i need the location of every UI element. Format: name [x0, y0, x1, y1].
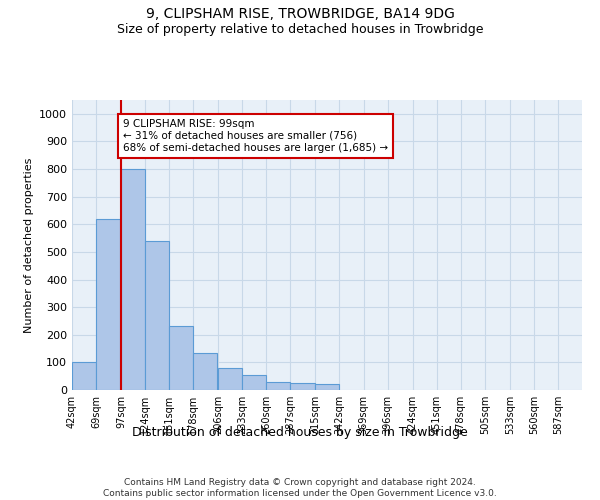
Bar: [169, 326, 193, 390]
Bar: [72, 362, 96, 390]
Bar: [145, 241, 169, 390]
Text: 9 CLIPSHAM RISE: 99sqm
← 31% of detached houses are smaller (756)
68% of semi-de: 9 CLIPSHAM RISE: 99sqm ← 31% of detached…: [123, 120, 388, 152]
Y-axis label: Number of detached properties: Number of detached properties: [23, 158, 34, 332]
Bar: [316, 384, 340, 390]
Text: Size of property relative to detached houses in Trowbridge: Size of property relative to detached ho…: [117, 22, 483, 36]
Text: Distribution of detached houses by size in Trowbridge: Distribution of detached houses by size …: [132, 426, 468, 439]
Bar: [290, 383, 314, 390]
Bar: [193, 352, 217, 390]
Bar: [121, 169, 145, 390]
Bar: [242, 375, 266, 390]
Bar: [266, 382, 290, 390]
Bar: [218, 368, 242, 390]
Bar: [96, 219, 120, 390]
Text: Contains HM Land Registry data © Crown copyright and database right 2024.
Contai: Contains HM Land Registry data © Crown c…: [103, 478, 497, 498]
Text: 9, CLIPSHAM RISE, TROWBRIDGE, BA14 9DG: 9, CLIPSHAM RISE, TROWBRIDGE, BA14 9DG: [146, 8, 454, 22]
